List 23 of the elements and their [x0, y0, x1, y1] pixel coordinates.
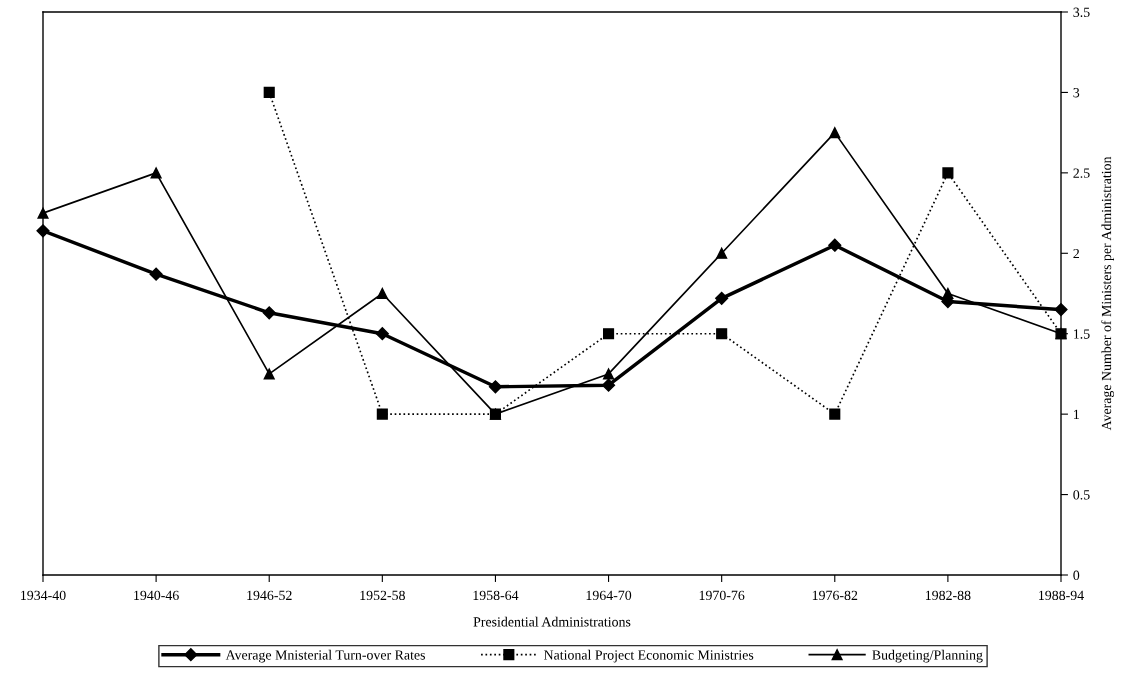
y-axis-title: Average Number of Ministers per Administration: [1101, 156, 1115, 431]
x-tick-label: 1958-64: [473, 590, 519, 601]
y-tick-label: 3: [1073, 88, 1080, 98]
x-tick-label: 1970-76: [699, 590, 745, 601]
x-axis-title: Presidential Administrations: [473, 616, 631, 627]
y-tick-label: 3.5: [1073, 7, 1090, 18]
y-tick-label: 2: [1073, 248, 1079, 259]
x-tick-label: 1940-46: [134, 590, 179, 601]
legend-label: Budgeting/Planning: [872, 649, 983, 663]
x-tick-label: 1934-40: [21, 590, 66, 601]
x-tick-label: 1982-88: [925, 590, 971, 601]
legend-label: National Project Economic Ministries: [543, 649, 754, 663]
x-tick-label: 1964-70: [586, 590, 632, 601]
x-tick-label: 1952-58: [360, 590, 405, 601]
x-tick-label: 1946-52: [247, 590, 292, 601]
y-tick-label: 1.5: [1074, 329, 1090, 339]
x-tick-label: 1988-94: [1039, 590, 1084, 601]
legend-label: Average Mnisterial Turn-over Rates: [225, 649, 425, 663]
x-tick-label: 1976-82: [812, 590, 858, 601]
y-tick-label: 0: [1073, 570, 1080, 580]
y-tick-label: 0.5: [1073, 490, 1090, 500]
y-tick-label: 1: [1074, 409, 1079, 419]
y-tick-label: 2.5: [1073, 168, 1090, 178]
